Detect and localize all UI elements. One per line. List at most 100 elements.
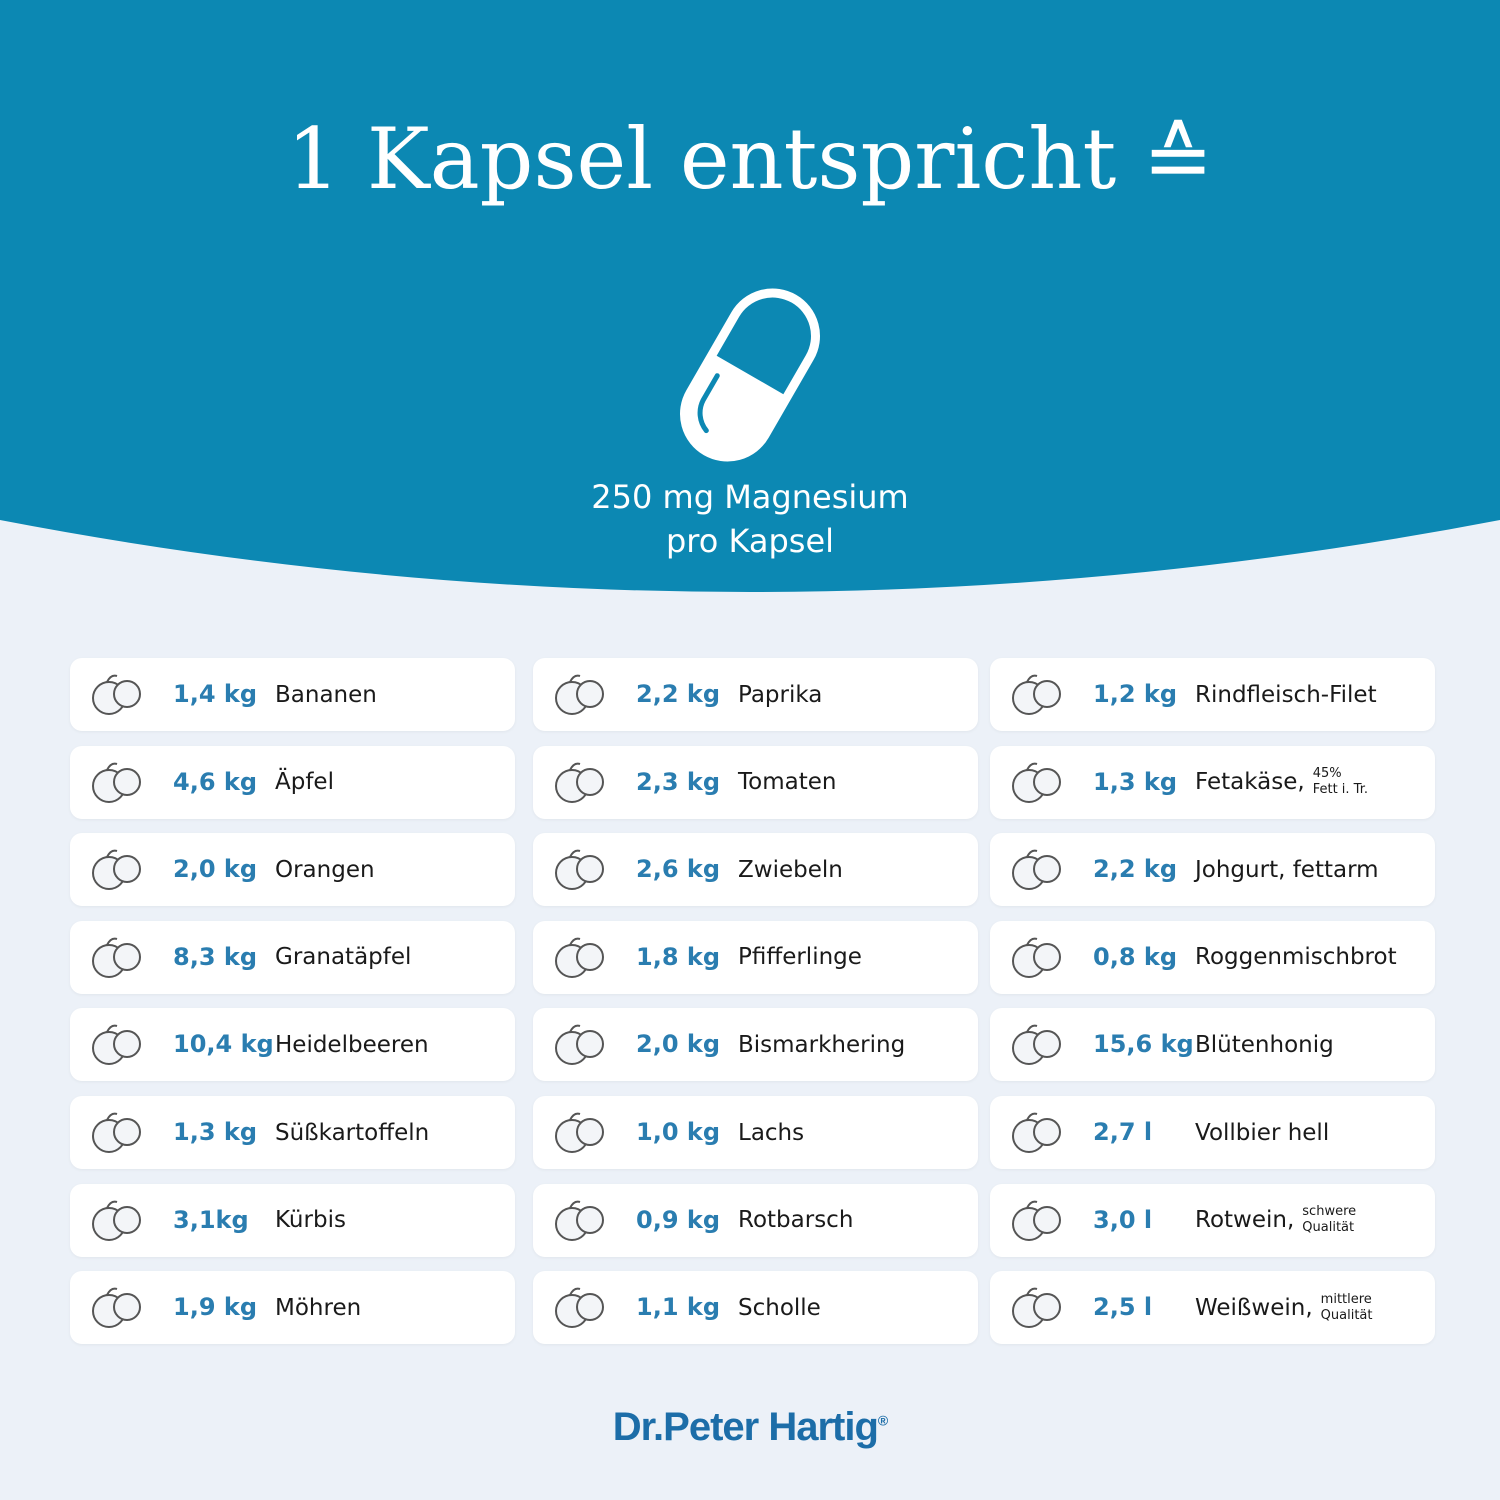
food-name-row: Weißwein, mittlere Qualität <box>1195 1271 1373 1344</box>
food-name: Weißwein, <box>1195 1294 1313 1321</box>
food-icon <box>555 1025 604 1066</box>
food-name: Rotwein, <box>1195 1207 1295 1234</box>
note-line: Qualität <box>1302 1220 1355 1236</box>
food-name-row: Möhren <box>275 1271 361 1344</box>
food-name: Orangen <box>275 856 375 883</box>
food-card: 1,1 kg Scholle <box>533 1271 978 1345</box>
food-name: Möhren <box>275 1294 362 1321</box>
food-name: Tomaten <box>738 769 837 796</box>
note-line: Qualität <box>1320 1307 1373 1323</box>
food-card: 1,8 kg Pfifferlinge <box>533 920 978 994</box>
food-card: 2,0 kg Bismarkhering <box>533 1008 978 1082</box>
food-name: Roggenmischbrot <box>1195 944 1397 971</box>
food-card: 2,7 l Vollbier hell <box>990 1096 1435 1169</box>
brand-name: Dr.Peter Hartig <box>612 1405 879 1449</box>
food-name: Süßkartoffeln <box>275 1119 430 1146</box>
food-name: Scholle <box>738 1294 821 1321</box>
food-icon <box>92 849 141 891</box>
food-name-row: Scholle <box>738 1271 821 1344</box>
amount: 3,0 l <box>1093 1205 1153 1234</box>
food-name: Johgurt, fettarm <box>1195 856 1379 883</box>
food-card: 15,6 kg Blütenhonig <box>990 1008 1435 1082</box>
title: 1 Kapsel entspricht ≙ <box>286 110 1214 208</box>
food-icon <box>1012 674 1061 715</box>
food-name-row: Blütenhonig <box>1195 1008 1334 1081</box>
food-icon <box>1012 937 1061 978</box>
capsule-icon <box>680 288 820 462</box>
food-icon <box>92 674 141 715</box>
food-icon <box>92 1112 141 1153</box>
food-name: Rindfleisch-Filet <box>1195 681 1377 708</box>
amount: 1,9 kg <box>173 1293 258 1322</box>
brand-logo: Dr.Peter Hartig® <box>0 1405 1500 1450</box>
food-card: 2,2 kg Paprika <box>533 658 978 731</box>
amount: 2,2 kg <box>1093 855 1178 884</box>
amount: 4,6 kg <box>173 767 258 796</box>
food-name: Blütenhonig <box>1195 1031 1334 1058</box>
food-name: Vollbier hell <box>1195 1119 1330 1146</box>
food-card: 3,1kg Kürbis <box>70 1183 515 1257</box>
food-icon <box>92 1287 141 1329</box>
note-line: mittlere <box>1320 1291 1372 1307</box>
food-name-row: Bismarkhering <box>738 1008 905 1081</box>
note-line: 45% <box>1312 766 1342 782</box>
food-name-row: Vollbier hell <box>1195 1096 1329 1169</box>
food-icon <box>92 762 141 803</box>
food-icon <box>92 1200 141 1241</box>
amount: 2,6 kg <box>636 855 721 884</box>
note-line: Fett i. Tr. <box>1312 782 1368 798</box>
amount: 2,5 l <box>1093 1293 1153 1322</box>
food-card: 2,3 kg Tomaten <box>533 745 978 819</box>
amount: 2,0 kg <box>173 855 258 884</box>
food-name-row: Roggenmischbrot <box>1195 921 1397 994</box>
capsule-text: pro Kapsel <box>665 522 835 560</box>
amount: 2,7 l <box>1093 1118 1153 1146</box>
capsule-text: 250 mg Magnesium <box>591 478 909 516</box>
amount: 10,4 kg <box>173 1030 274 1059</box>
food-name-row: Kürbis <box>275 1184 346 1257</box>
food-icon <box>555 937 604 978</box>
amount: 0,8 kg <box>1093 942 1178 971</box>
amount: 3,1kg <box>173 1205 249 1234</box>
food-icon <box>555 1112 604 1153</box>
food-icon <box>555 1287 604 1329</box>
food-name-row: Fetakäse, 45% Fett i. Tr. <box>1195 746 1368 819</box>
food-name-row: Süßkartoffeln <box>275 1096 429 1169</box>
food-name-row: Zwiebeln <box>738 833 843 906</box>
food-icon <box>1012 1025 1061 1066</box>
amount: 1,4 kg <box>173 680 258 708</box>
food-name: Bismarkhering <box>738 1031 906 1058</box>
amount: 1,0 kg <box>636 1118 721 1146</box>
food-name: Lachs <box>738 1119 805 1146</box>
amount: 1,2 kg <box>1093 680 1178 708</box>
food-card: 1,4 kg Bananen <box>70 658 515 731</box>
food-name-row: Orangen <box>275 833 375 906</box>
amount: 1,1 kg <box>636 1293 721 1322</box>
food-card: 1,3 kg Fetakäse, 45% Fett i. Tr. <box>990 745 1435 819</box>
food-name: Rotbarsch <box>738 1207 854 1234</box>
food-card: 2,0 kg Orangen <box>70 833 515 907</box>
food-name: Bananen <box>275 681 377 708</box>
amount: 1,3 kg <box>1093 767 1178 796</box>
food-name: Heidelbeeren <box>275 1031 429 1058</box>
amount: 15,6 kg <box>1093 1030 1194 1059</box>
food-icon <box>1012 849 1061 891</box>
food-name-row: Lachs <box>738 1096 804 1169</box>
amount: 1,8 kg <box>636 942 721 971</box>
food-name-row: Granatäpfel <box>275 921 411 994</box>
food-note: schwere Qualität <box>1302 1204 1356 1236</box>
food-icon <box>555 1200 604 1241</box>
food-icon <box>1012 762 1061 803</box>
food-name: Paprika <box>738 681 823 708</box>
amount: 0,9 kg <box>636 1205 721 1234</box>
food-name: Kürbis <box>275 1207 346 1234</box>
food-name: Granatäpfel <box>275 944 412 971</box>
food-card: 10,4 kg Heidelbeeren <box>70 1008 515 1082</box>
food-card: 2,6 kg Zwiebeln <box>533 833 978 907</box>
food-icon <box>555 674 604 715</box>
amount: 8,3 kg <box>173 942 258 971</box>
note-line: schwere <box>1302 1204 1357 1220</box>
food-name-row: Johgurt, fettarm <box>1195 833 1379 906</box>
food-card: 2,5 l Weißwein, mittlere Qualität <box>990 1271 1435 1345</box>
